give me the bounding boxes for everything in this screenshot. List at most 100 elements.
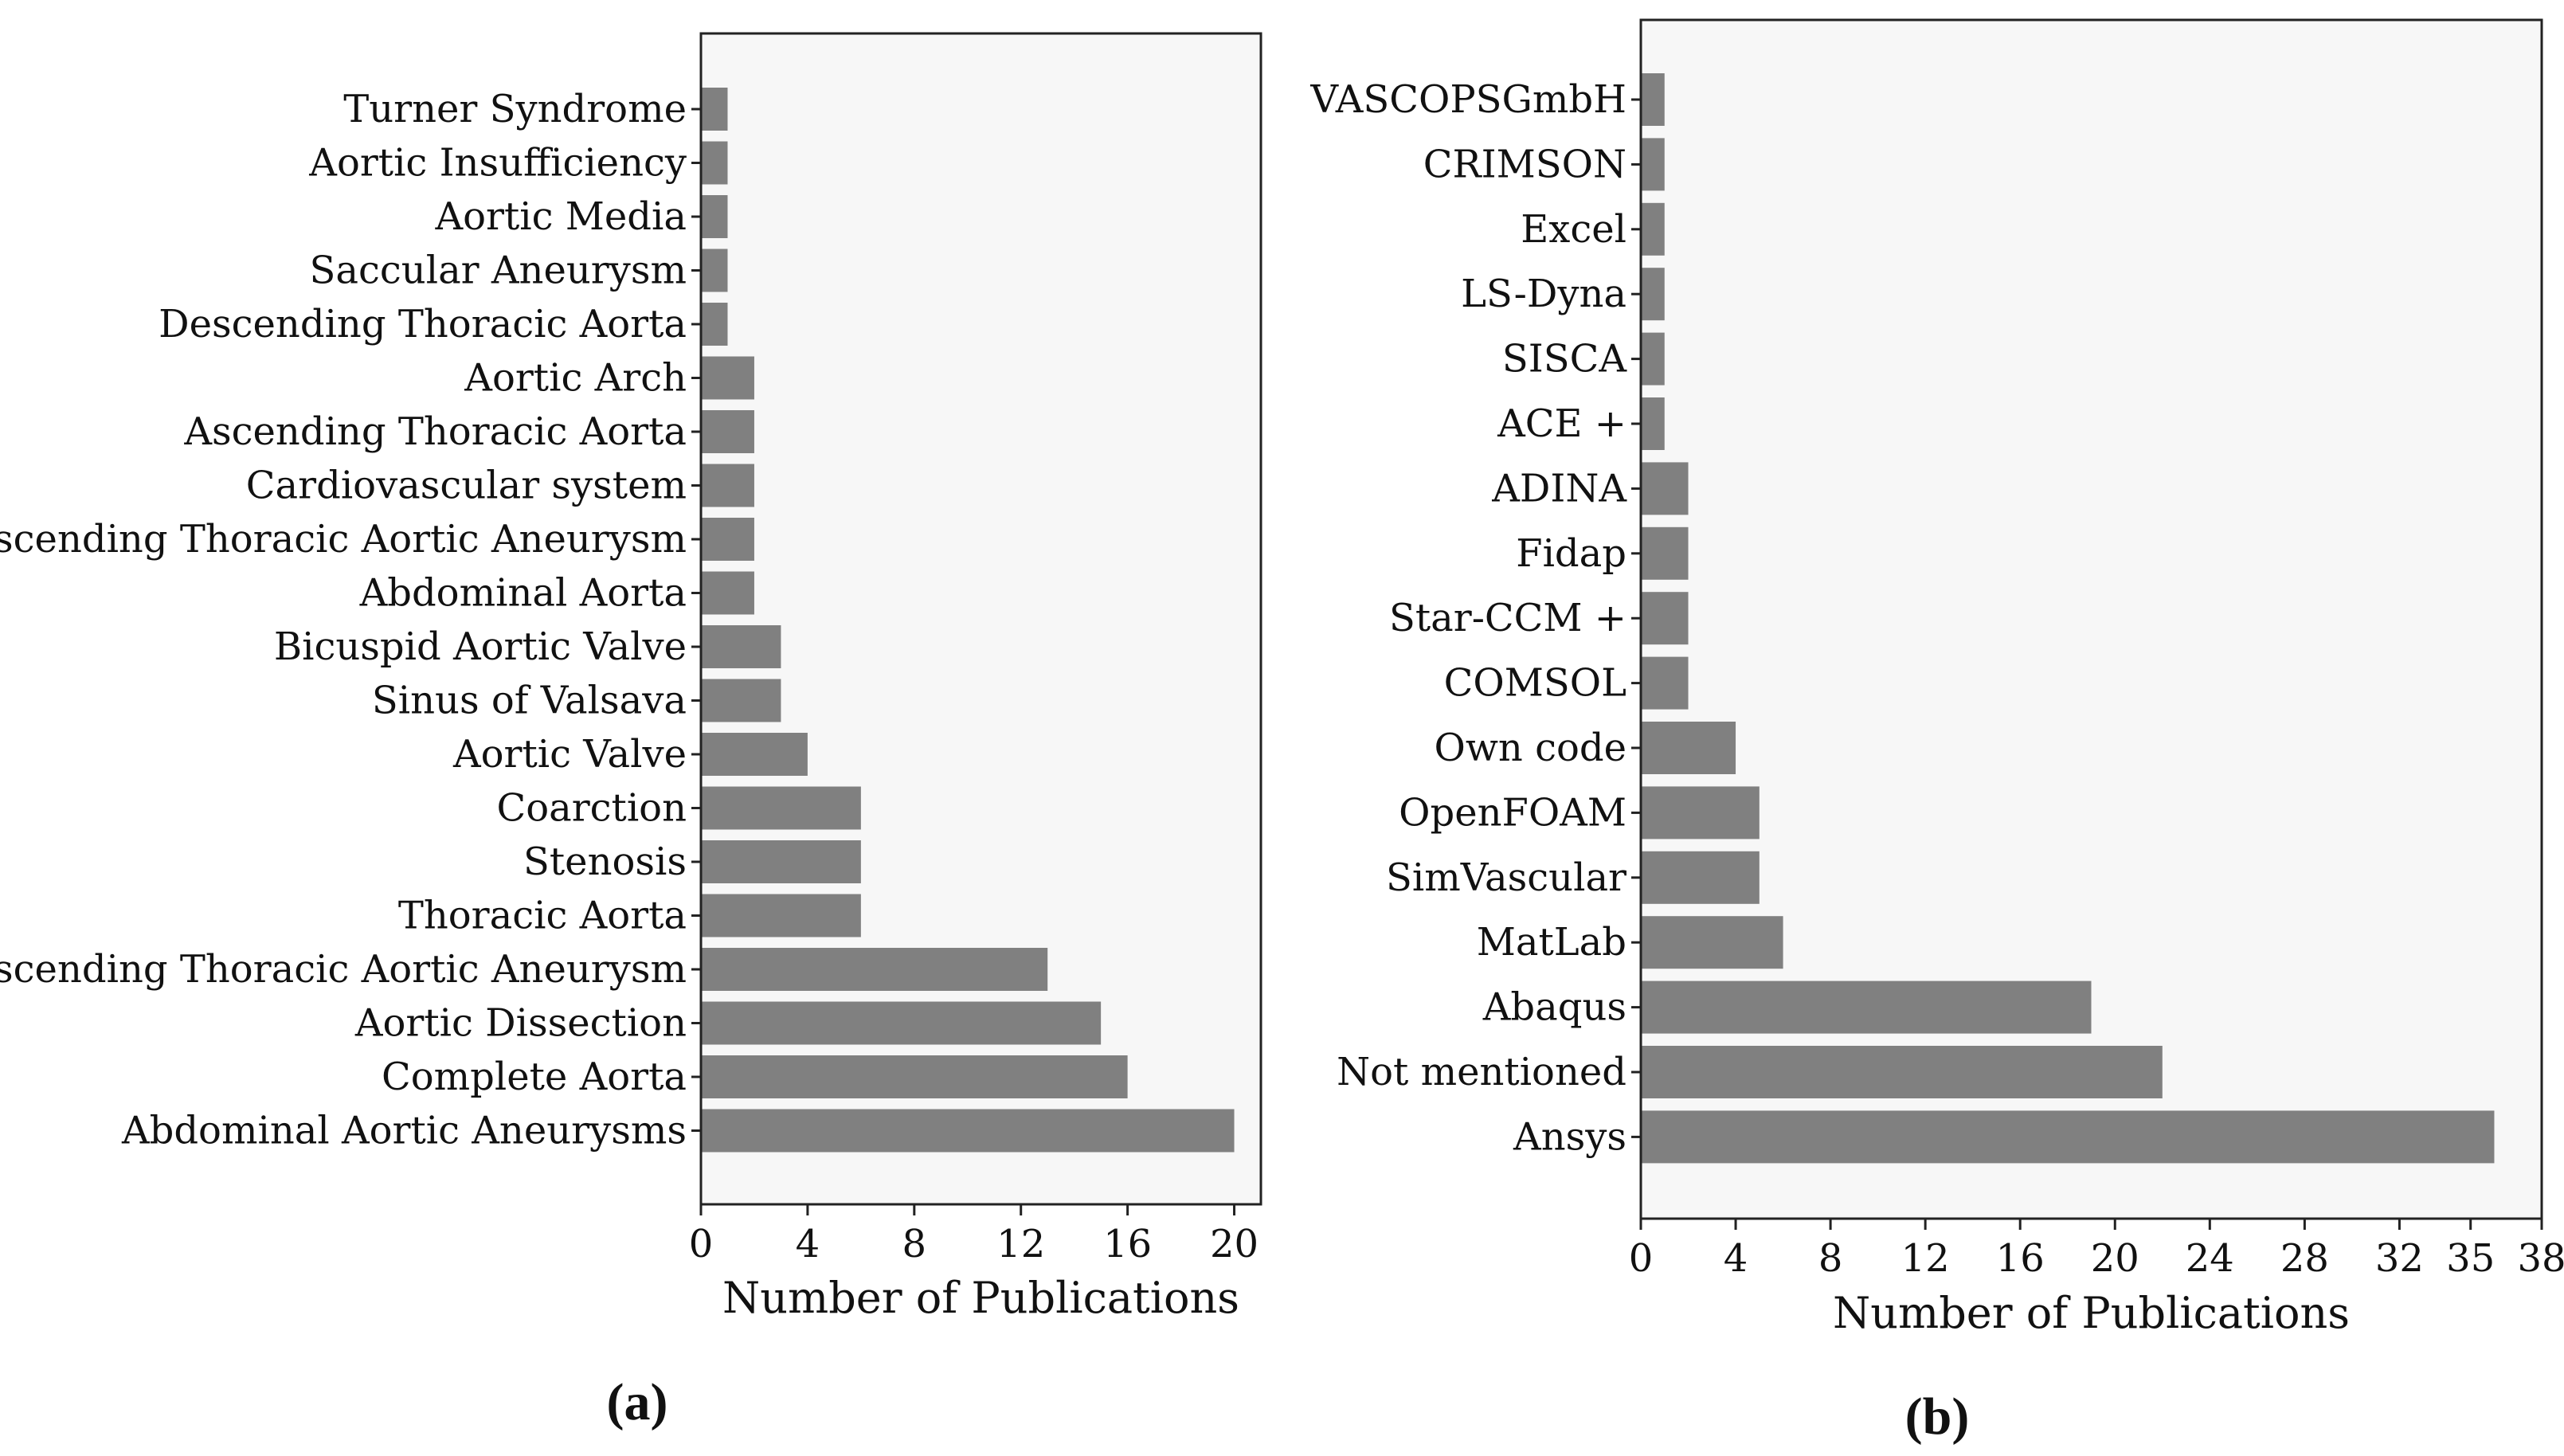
x-tick-label: 38 xyxy=(2517,1236,2564,1281)
category-label-cardiovascular-system: Cardiovascular system xyxy=(246,464,687,508)
plot-frame-a xyxy=(699,32,1262,1206)
bar-sisca xyxy=(1641,332,1665,386)
x-tick-label: 20 xyxy=(1210,1222,1259,1266)
x-tick-label: 35 xyxy=(2446,1236,2495,1281)
category-label-fidap: Fidap xyxy=(1516,531,1626,576)
category-label-abaqus: Abaqus xyxy=(1482,985,1626,1030)
bar-abaqus xyxy=(1641,980,2092,1034)
panel-label-b: (b) xyxy=(1905,1388,1970,1446)
category-label-stenosis: Stenosis xyxy=(523,840,687,884)
bars-group-b xyxy=(1641,73,2495,1164)
bar-matlab xyxy=(1641,916,1783,969)
bar-descending-thoracic-aorta xyxy=(701,303,728,346)
category-label-ascending-thoracic-aorta: Ascending Thoracic Aorta xyxy=(183,409,687,454)
bar-aortic-media xyxy=(701,195,728,238)
category-label-aortic-arch: Aortic Arch xyxy=(464,356,687,401)
bar-coarction xyxy=(701,786,861,830)
bar-complete-aorta xyxy=(701,1055,1128,1098)
bar-ansys xyxy=(1641,1110,2495,1164)
x-tick-label: 16 xyxy=(1996,1236,2045,1281)
x-tick-label: 12 xyxy=(996,1222,1045,1266)
category-label-coarction: Coarction xyxy=(496,786,687,831)
category-label-turner-syndrome: Turner Syndrome xyxy=(343,87,687,131)
category-label-descending-thoracic-aorta: Descending Thoracic Aorta xyxy=(159,302,687,346)
bar-aortic-insufficiency xyxy=(701,141,728,185)
bar-bicuspid-aortic-valve xyxy=(701,625,781,668)
category-label-aortic-valve: Aortic Valve xyxy=(452,732,687,777)
bar-sinus-of-valsava xyxy=(701,679,781,722)
chart-panel-b: VASCOPSGmbH CRIMSON Excel LS-Dyna SISCA ACE +… xyxy=(1309,18,2564,1446)
x-tick-label: 24 xyxy=(2186,1236,2234,1281)
category-label-own-code: Own code xyxy=(1434,726,1626,770)
bar-thoracic-aorta xyxy=(701,894,861,937)
x-tick-label: 8 xyxy=(902,1222,927,1266)
category-label-sisca: SISCA xyxy=(1502,337,1627,382)
x-tick-label: 4 xyxy=(1724,1236,1748,1281)
bar-aortic-valve xyxy=(701,733,808,776)
category-labels-b: VASCOPSGmbH CRIMSON Excel LS-Dyna SISCA ACE +… xyxy=(1309,77,1641,1159)
x-tick-label: 0 xyxy=(689,1222,714,1266)
bar-own-code xyxy=(1641,722,1736,774)
category-label-comsol: COMSOL xyxy=(1444,661,1626,706)
panel-label-a: (a) xyxy=(607,1373,668,1431)
bar-descending-thoracic-aortic-aneurysm xyxy=(701,518,754,561)
bar-ascending-thoracic-aorta xyxy=(701,410,754,453)
bar-excel xyxy=(1641,202,1665,256)
plot-frame-b xyxy=(1639,18,2543,1220)
x-axis-title-a: Number of Publications xyxy=(722,1273,1239,1323)
category-label-abdominal-aorta: Abdominal Aorta xyxy=(359,571,687,616)
x-axis-title-b: Number of Publications xyxy=(1833,1288,2350,1338)
x-tick-label: 0 xyxy=(1629,1236,1654,1281)
bar-ace xyxy=(1641,397,1665,450)
category-label-aortic-media: Aortic Media xyxy=(434,194,687,239)
bar-not-mentioned xyxy=(1641,1046,2163,1098)
bar-stenosis xyxy=(701,840,861,883)
bar-ls-dyna xyxy=(1641,268,1665,321)
x-ticks-a: 0 4 8 12 16 20 xyxy=(689,1204,1259,1266)
bar-ascending-thoracic-aortic-aneurysm xyxy=(701,948,1048,991)
category-label-simvascular: SimVascular xyxy=(1386,855,1626,900)
bar-abdominal-aortic-aneurysms xyxy=(701,1109,1235,1153)
category-label-saccular-aneurysm: Saccular Aneurysm xyxy=(310,249,687,293)
bar-comsol xyxy=(1641,656,1689,710)
category-label-ascending-thoracic-aortic-aneurysm: Ascending Thoracic Aortic Aneurysm xyxy=(0,947,687,992)
category-label-openfoam: OpenFOAM xyxy=(1399,790,1626,835)
x-ticks-b: 0 4 8 12 16 20 24 28 32 35 38 xyxy=(1629,1219,2564,1281)
bars-group-a xyxy=(701,88,1235,1153)
x-tick-label: 8 xyxy=(1818,1236,1843,1281)
bar-star-ccm xyxy=(1641,592,1689,645)
category-label-descending-thoracic-aortic-aneurysm: Descending Thoracic Aortic Aneurysm xyxy=(0,517,687,562)
category-labels-a: Turner Syndrome Aortic Insufficiency Aorti… xyxy=(0,87,701,1153)
category-label-excel: Excel xyxy=(1521,207,1626,252)
bar-aortic-dissection xyxy=(701,1001,1102,1045)
bar-abdominal-aorta xyxy=(701,571,754,615)
x-tick-label: 4 xyxy=(796,1222,820,1266)
category-label-ace: ACE + xyxy=(1497,401,1626,446)
bar-vascopsgmbh xyxy=(1641,73,1665,126)
x-tick-label: 28 xyxy=(2280,1236,2329,1281)
bar-saccular-aneurysm xyxy=(701,249,728,292)
bar-turner-syndrome xyxy=(701,88,728,131)
category-label-complete-aorta: Complete Aorta xyxy=(382,1055,687,1099)
category-label-aortic-insufficiency: Aortic Insufficiency xyxy=(308,141,687,186)
category-label-crimson: CRIMSON xyxy=(1423,142,1626,186)
x-tick-label: 16 xyxy=(1103,1222,1152,1266)
category-label-star-ccm: Star-CCM + xyxy=(1389,596,1626,640)
x-tick-label: 32 xyxy=(2375,1236,2424,1281)
bar-simvascular xyxy=(1641,851,1760,904)
category-label-adina: ADINA xyxy=(1491,466,1627,511)
bar-aortic-arch xyxy=(701,356,754,400)
bar-openfoam xyxy=(1641,786,1760,840)
category-label-vascopsgmbh: VASCOPSGmbH xyxy=(1309,77,1626,122)
bar-crimson xyxy=(1641,138,1665,191)
category-label-not-mentioned: Not mentioned xyxy=(1337,1050,1626,1094)
bar-fidap xyxy=(1641,526,1689,580)
chart-panel-a: Turner Syndrome Aortic Insufficiency Aorti… xyxy=(0,32,1262,1431)
plot-area-b xyxy=(1641,20,2542,1219)
category-label-ansys: Ansys xyxy=(1513,1114,1626,1159)
category-label-thoracic-aorta: Thoracic Aorta xyxy=(398,894,687,938)
x-tick-label: 20 xyxy=(2091,1236,2139,1281)
category-label-ls-dyna: LS-Dyna xyxy=(1461,272,1626,316)
x-tick-label: 12 xyxy=(1901,1236,1950,1281)
